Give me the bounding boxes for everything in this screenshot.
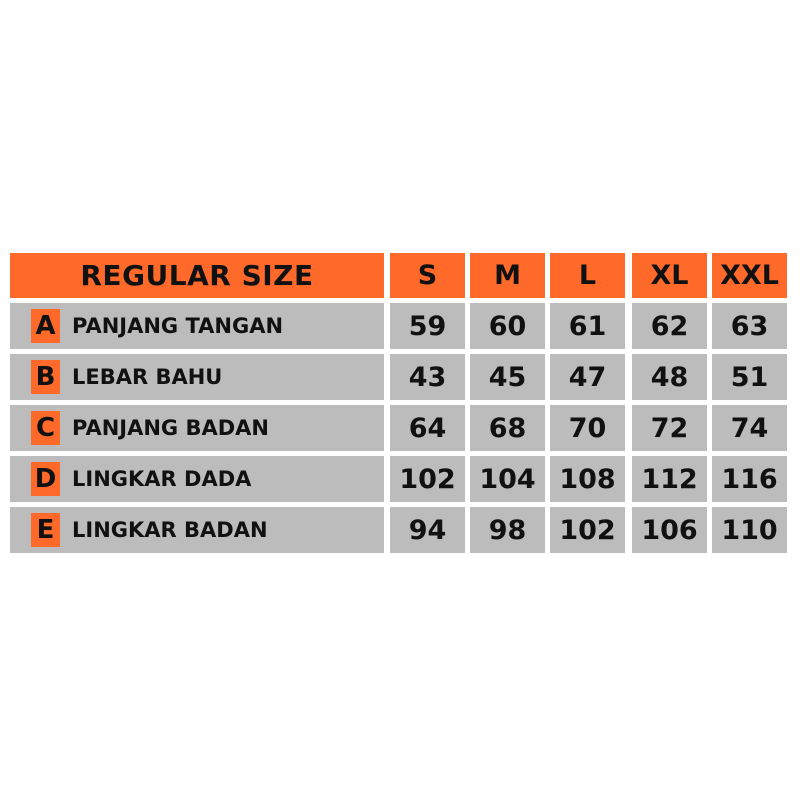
size-header-m: M xyxy=(470,253,545,298)
size-value: 108 xyxy=(550,456,625,502)
measurement-label: D LINGKAR DADA xyxy=(10,456,384,502)
measurement-letter-badge: C xyxy=(31,411,60,445)
size-value: 102 xyxy=(390,456,465,502)
measurement-label: E LINGKAR BADAN xyxy=(10,507,384,553)
size-value: 43 xyxy=(390,354,465,400)
measurement-name: LINGKAR DADA xyxy=(72,467,252,491)
size-value: 112 xyxy=(632,456,707,502)
measurement-label: B LEBAR BAHU xyxy=(10,354,384,400)
size-value: 60 xyxy=(470,303,545,349)
size-value: 63 xyxy=(712,303,787,349)
measurement-letter-badge: A xyxy=(31,309,60,343)
size-value: 102 xyxy=(550,507,625,553)
size-value: 94 xyxy=(390,507,465,553)
size-value: 47 xyxy=(550,354,625,400)
size-value: 72 xyxy=(632,405,707,451)
size-value: 74 xyxy=(712,405,787,451)
size-header-xxl: XXL xyxy=(712,253,787,298)
measurement-label: C PANJANG BADAN xyxy=(10,405,384,451)
size-value: 61 xyxy=(550,303,625,349)
size-value: 106 xyxy=(632,507,707,553)
size-header-l: L xyxy=(550,253,625,298)
size-value: 98 xyxy=(470,507,545,553)
size-value: 116 xyxy=(712,456,787,502)
table-title: REGULAR SIZE xyxy=(10,253,384,298)
size-value: 62 xyxy=(632,303,707,349)
measurement-name: PANJANG TANGAN xyxy=(72,314,284,338)
size-value: 51 xyxy=(712,354,787,400)
size-value: 110 xyxy=(712,507,787,553)
size-value: 59 xyxy=(390,303,465,349)
size-value: 48 xyxy=(632,354,707,400)
size-header-s: S xyxy=(390,253,465,298)
measurement-letter-badge: D xyxy=(31,462,60,496)
size-header-xl: XL xyxy=(632,253,707,298)
measurement-name: LINGKAR BADAN xyxy=(72,518,268,542)
measurement-label: A PANJANG TANGAN xyxy=(10,303,384,349)
size-value: 64 xyxy=(390,405,465,451)
measurement-name: LEBAR BAHU xyxy=(72,365,223,389)
measurement-letter-badge: B xyxy=(31,360,60,394)
measurement-letter-badge: E xyxy=(31,513,60,547)
size-value: 45 xyxy=(470,354,545,400)
measurement-name: PANJANG BADAN xyxy=(72,416,269,440)
size-value: 68 xyxy=(470,405,545,451)
size-value: 70 xyxy=(550,405,625,451)
size-value: 104 xyxy=(470,456,545,502)
